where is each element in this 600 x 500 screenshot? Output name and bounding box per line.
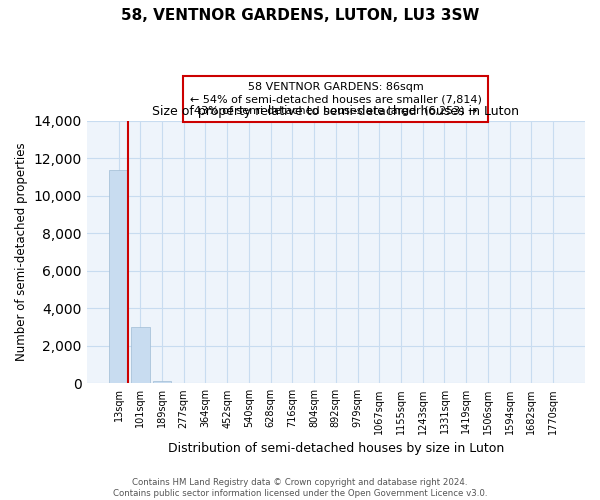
- Bar: [153, 381, 171, 384]
- Title: Size of property relative to semi-detached houses in Luton: Size of property relative to semi-detach…: [152, 106, 520, 118]
- Y-axis label: Number of semi-detached properties: Number of semi-detached properties: [15, 143, 28, 362]
- Text: 58, VENTNOR GARDENS, LUTON, LU3 3SW: 58, VENTNOR GARDENS, LUTON, LU3 3SW: [121, 8, 479, 22]
- Bar: [109, 170, 128, 384]
- Text: Contains HM Land Registry data © Crown copyright and database right 2024.
Contai: Contains HM Land Registry data © Crown c…: [113, 478, 487, 498]
- X-axis label: Distribution of semi-detached houses by size in Luton: Distribution of semi-detached houses by …: [168, 442, 504, 455]
- Bar: [131, 327, 149, 384]
- Text: 58 VENTNOR GARDENS: 86sqm
← 54% of semi-detached houses are smaller (7,814)
43% : 58 VENTNOR GARDENS: 86sqm ← 54% of semi-…: [190, 82, 482, 116]
